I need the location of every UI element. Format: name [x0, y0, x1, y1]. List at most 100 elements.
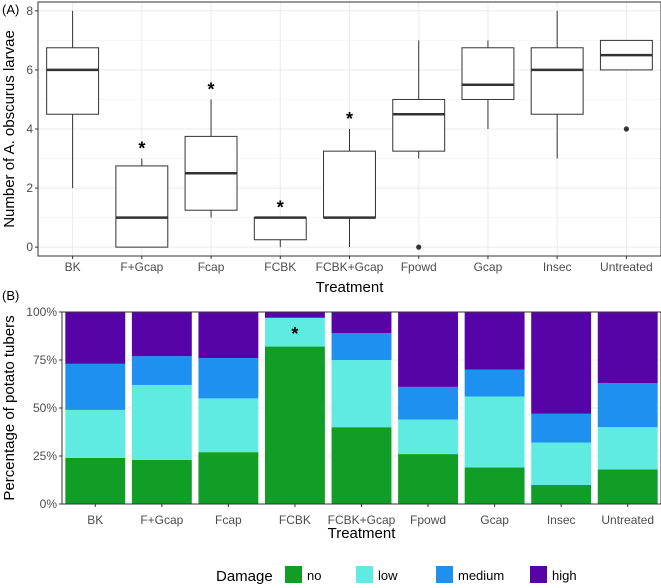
box-body-gcap [461, 47, 515, 100]
legend-label-high: high [552, 568, 577, 583]
panel-a-y-ticks: 0 2 4 6 8 [26, 4, 38, 254]
bar-segment-fcbk-plus-gcap-medium [331, 333, 392, 360]
box-body-fpowd [392, 98, 446, 152]
bar-segment-fpowd-no [398, 454, 459, 504]
bar-segment-fpowd-medium [398, 386, 459, 420]
significance-star-fcap: * [208, 79, 215, 99]
bar-stack-fpowd [398, 312, 459, 504]
bar-segment-fpowd-low [398, 419, 459, 455]
x-tick-label-gcap: Gcap [480, 513, 509, 527]
y-tick-label: 75% [33, 353, 57, 367]
legend-swatch-low [356, 566, 373, 583]
panel-a-boxplot: * * * * 0 2 4 6 8 BK F+Gcap Fcap FCBK FCBK+Gcap Fpow… [1, 1, 661, 296]
bar-segment-gcap-no [464, 467, 525, 504]
x-tick-label-fcbk-plus-gcap: FCBK+Gcap [328, 513, 396, 527]
legend-label-no: no [307, 568, 321, 583]
panel-b-label: (B) [2, 288, 19, 303]
bar-segment-gcap-low [464, 396, 525, 468]
x-tick-label-insec: Insec [543, 260, 572, 274]
legend-items: no low medium high [285, 566, 577, 583]
x-tick-label-fcbk: FCBK [279, 513, 311, 527]
panel-b-y-axis-title: Percentage of potato tubers [1, 315, 18, 500]
bar-stack-fcap [198, 312, 259, 504]
bar-segment-f-plus-gcap-high [131, 312, 192, 357]
panel-a-boxes: * * * * [46, 10, 653, 250]
y-tick-label: 50% [33, 401, 57, 415]
box-body-bk [46, 47, 100, 115]
x-tick-label-fcbk: FCBK [264, 260, 296, 274]
y-tick-label: 2 [26, 181, 33, 195]
x-tick-label-f-plus-gcap: F+Gcap [120, 260, 163, 274]
x-tick-label-fpowd: Fpowd [410, 513, 446, 527]
box-bk [46, 10, 100, 189]
significance-star-fcbk-plus-gcap: * [346, 109, 353, 129]
bar-stack-insec [531, 312, 592, 504]
outlier-point-fpowd [416, 244, 422, 250]
bar-segment-insec-low [531, 442, 592, 485]
bar-segment-fcap-medium [198, 358, 259, 399]
box-fcbk-plus-gcap: * [323, 109, 376, 248]
y-tick-label: 8 [26, 4, 33, 18]
panel-a-label: (A) [2, 2, 19, 17]
outlier-point-untreated [623, 126, 629, 132]
bar-segment-f-plus-gcap-low [131, 384, 192, 460]
bar-segment-untreated-medium [597, 383, 658, 428]
x-tick-label-insec: Insec [547, 513, 576, 527]
bar-segment-bk-high [65, 312, 126, 364]
x-tick-label-fpowd: Fpowd [401, 260, 437, 274]
panel-a-x-ticks: BK F+Gcap Fcap FCBK FCBK+Gcap Fpowd Gcap Insec U… [65, 256, 653, 274]
bar-segment-fcbk-high [264, 312, 325, 318]
bar-segment-fcbk-plus-gcap-low [331, 360, 392, 428]
bar-segment-fcbk-no [264, 346, 325, 504]
y-tick-label: 4 [26, 122, 33, 136]
x-tick-label-gcap: Gcap [474, 260, 503, 274]
x-tick-label-bk: BK [87, 513, 103, 527]
bar-segment-insec-high [531, 312, 592, 414]
bar-segment-untreated-low [597, 427, 658, 470]
x-tick-label-untreated: Untreated [600, 260, 653, 274]
panel-b-bars: * [65, 312, 658, 504]
bar-segment-fcbk-low [264, 317, 325, 347]
y-tick-label: 6 [26, 63, 33, 77]
box-body-fcbk-plus-gcap [323, 150, 376, 219]
bar-stack-bk [65, 312, 126, 504]
bar-segment-insec-medium [531, 413, 592, 443]
box-body-f-plus-gcap [115, 165, 169, 248]
box-body-fcbk [253, 217, 307, 241]
y-tick-label: 0 [26, 240, 33, 254]
legend: Damage no low medium high [216, 566, 577, 585]
bar-segment-bk-no [65, 457, 126, 504]
box-f-plus-gcap: * [115, 139, 169, 248]
panel-a-x-axis-title: Treatment [316, 279, 385, 296]
bar-segment-bk-low [65, 409, 126, 458]
y-tick-label: 25% [33, 449, 57, 463]
bar-segment-untreated-no [597, 469, 658, 504]
significance-star-fcbk: * [277, 198, 284, 218]
legend-label-medium: medium [458, 568, 504, 583]
bar-stack-gcap [464, 312, 525, 504]
x-tick-label-fcbk-plus-gcap: FCBK+Gcap [316, 260, 384, 274]
x-tick-label-f-plus-gcap: F+Gcap [140, 513, 183, 527]
bar-segment-fcap-low [198, 398, 259, 453]
bar-stack-f-plus-gcap [131, 312, 192, 504]
legend-swatch-medium [436, 566, 453, 583]
panel-b-stacked-bar: * 0% 25% 50% 75% 100% BK F+Gcap Fcap FCBK FCBK+G… [1, 288, 661, 542]
bar-segment-f-plus-gcap-no [131, 459, 192, 504]
bar-segment-gcap-high [464, 312, 525, 370]
panel-b-y-ticks: 0% 25% 50% 75% 100% [26, 305, 62, 511]
bar-segment-gcap-medium [464, 369, 525, 397]
box-fcbk: * [253, 198, 307, 248]
bar-segment-fcbk-plus-gcap-high [331, 312, 392, 334]
y-tick-label: 100% [26, 305, 57, 319]
y-tick-label: 0% [40, 497, 58, 511]
box-insec [530, 10, 584, 159]
panel-a-y-axis-title: Number of A. obscurus larvae [1, 30, 18, 228]
bar-stack-fcbk-plus-gcap [331, 312, 392, 504]
box-gcap [461, 40, 515, 129]
x-tick-label-fcap: Fcap [198, 260, 225, 274]
panel-b-x-axis-title: Treatment [328, 525, 397, 542]
x-tick-label-bk: BK [65, 260, 81, 274]
x-tick-label-fcap: Fcap [215, 513, 242, 527]
